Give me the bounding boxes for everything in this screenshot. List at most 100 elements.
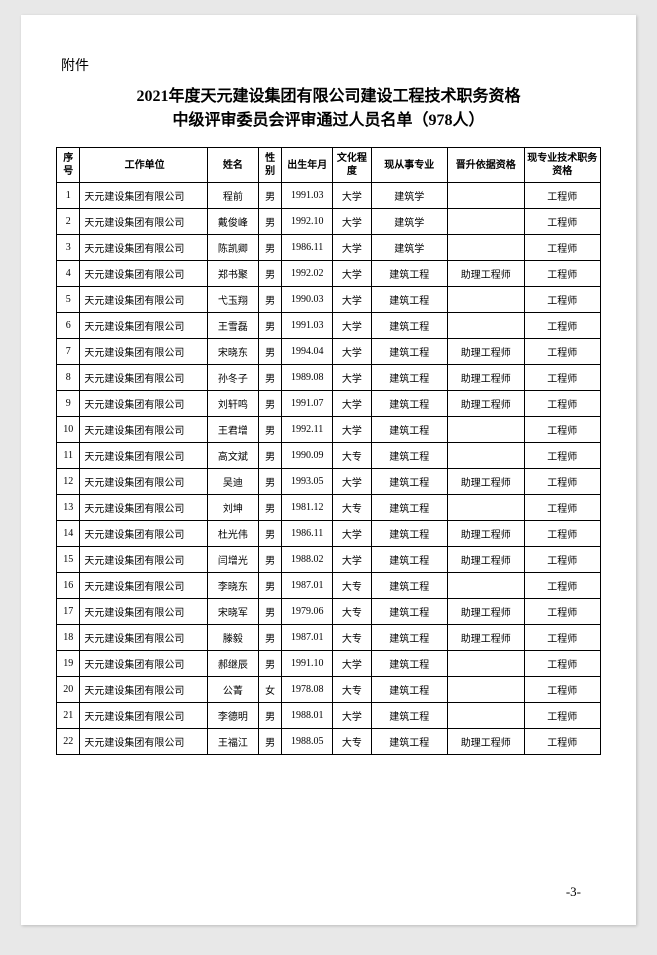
cell-gender: 男 <box>258 183 281 209</box>
cell-current: 工程师 <box>524 651 601 677</box>
cell-major: 建筑学 <box>371 235 448 261</box>
cell-birth: 1990.03 <box>282 287 333 313</box>
cell-name: 郑书聚 <box>207 261 258 287</box>
cell-basis: 助理工程师 <box>448 625 525 651</box>
cell-seq: 12 <box>57 469 80 495</box>
cell-company: 天元建设集团有限公司 <box>80 365 208 391</box>
cell-gender: 男 <box>258 365 281 391</box>
cell-edu: 大专 <box>333 677 371 703</box>
cell-name: 杜光伟 <box>207 521 258 547</box>
cell-birth: 1987.01 <box>282 573 333 599</box>
cell-basis <box>448 287 525 313</box>
cell-seq: 18 <box>57 625 80 651</box>
table-row: 14天元建设集团有限公司杜光伟男1986.11大学建筑工程助理工程师工程师 <box>57 521 601 547</box>
cell-company: 天元建设集团有限公司 <box>80 625 208 651</box>
cell-company: 天元建设集团有限公司 <box>80 469 208 495</box>
cell-basis <box>448 443 525 469</box>
cell-seq: 2 <box>57 209 80 235</box>
cell-major: 建筑工程 <box>371 417 448 443</box>
cell-name: 吴迪 <box>207 469 258 495</box>
cell-gender: 男 <box>258 443 281 469</box>
cell-birth: 1991.03 <box>282 183 333 209</box>
cell-gender: 男 <box>258 287 281 313</box>
cell-edu: 大专 <box>333 573 371 599</box>
cell-basis: 助理工程师 <box>448 599 525 625</box>
cell-current: 工程师 <box>524 183 601 209</box>
header-gender: 性别 <box>258 148 281 183</box>
cell-gender: 女 <box>258 677 281 703</box>
cell-seq: 13 <box>57 495 80 521</box>
cell-major: 建筑工程 <box>371 651 448 677</box>
cell-current: 工程师 <box>524 677 601 703</box>
cell-birth: 1989.08 <box>282 365 333 391</box>
cell-major: 建筑工程 <box>371 261 448 287</box>
table-row: 19天元建设集团有限公司郝继辰男1991.10大学建筑工程工程师 <box>57 651 601 677</box>
cell-name: 戴俊峰 <box>207 209 258 235</box>
cell-birth: 1978.08 <box>282 677 333 703</box>
document-title: 2021年度天元建设集团有限公司建设工程技术职务资格 中级评审委员会评审通过人员… <box>56 85 601 133</box>
table-row: 10天元建设集团有限公司王君增男1992.11大学建筑工程工程师 <box>57 417 601 443</box>
cell-name: 公菁 <box>207 677 258 703</box>
cell-birth: 1991.10 <box>282 651 333 677</box>
cell-company: 天元建设集团有限公司 <box>80 443 208 469</box>
cell-seq: 5 <box>57 287 80 313</box>
table-row: 18天元建设集团有限公司滕毅男1987.01大专建筑工程助理工程师工程师 <box>57 625 601 651</box>
cell-company: 天元建设集团有限公司 <box>80 703 208 729</box>
cell-name: 李德明 <box>207 703 258 729</box>
cell-basis: 助理工程师 <box>448 521 525 547</box>
cell-name: 滕毅 <box>207 625 258 651</box>
cell-birth: 1981.12 <box>282 495 333 521</box>
cell-major: 建筑工程 <box>371 495 448 521</box>
cell-basis: 助理工程师 <box>448 469 525 495</box>
cell-company: 天元建设集团有限公司 <box>80 235 208 261</box>
cell-current: 工程师 <box>524 391 601 417</box>
cell-gender: 男 <box>258 469 281 495</box>
cell-current: 工程师 <box>524 703 601 729</box>
cell-seq: 3 <box>57 235 80 261</box>
table-row: 5天元建设集团有限公司弋玉翔男1990.03大学建筑工程工程师 <box>57 287 601 313</box>
table-row: 12天元建设集团有限公司吴迪男1993.05大学建筑工程助理工程师工程师 <box>57 469 601 495</box>
cell-major: 建筑工程 <box>371 391 448 417</box>
cell-basis: 助理工程师 <box>448 261 525 287</box>
table-body: 1天元建设集团有限公司程前男1991.03大学建筑学工程师2天元建设集团有限公司… <box>57 183 601 755</box>
cell-edu: 大学 <box>333 339 371 365</box>
cell-name: 程前 <box>207 183 258 209</box>
table-row: 20天元建设集团有限公司公菁女1978.08大专建筑工程工程师 <box>57 677 601 703</box>
cell-gender: 男 <box>258 703 281 729</box>
cell-edu: 大学 <box>333 287 371 313</box>
cell-major: 建筑工程 <box>371 365 448 391</box>
cell-current: 工程师 <box>524 365 601 391</box>
page-number: -3- <box>566 884 581 900</box>
cell-seq: 11 <box>57 443 80 469</box>
header-birth: 出生年月 <box>282 148 333 183</box>
cell-current: 工程师 <box>524 313 601 339</box>
cell-edu: 大学 <box>333 235 371 261</box>
header-basis: 晋升依据资格 <box>448 148 525 183</box>
cell-edu: 大学 <box>333 365 371 391</box>
cell-birth: 1988.05 <box>282 729 333 755</box>
cell-current: 工程师 <box>524 287 601 313</box>
cell-major: 建筑工程 <box>371 287 448 313</box>
table-row: 21天元建设集团有限公司李德明男1988.01大学建筑工程工程师 <box>57 703 601 729</box>
cell-company: 天元建设集团有限公司 <box>80 521 208 547</box>
cell-birth: 1979.06 <box>282 599 333 625</box>
cell-seq: 20 <box>57 677 80 703</box>
cell-company: 天元建设集团有限公司 <box>80 677 208 703</box>
table-row: 3天元建设集团有限公司陈凯卿男1986.11大学建筑学工程师 <box>57 235 601 261</box>
cell-major: 建筑工程 <box>371 703 448 729</box>
cell-major: 建筑工程 <box>371 443 448 469</box>
cell-edu: 大学 <box>333 703 371 729</box>
cell-edu: 大学 <box>333 651 371 677</box>
cell-current: 工程师 <box>524 261 601 287</box>
cell-basis <box>448 651 525 677</box>
cell-edu: 大专 <box>333 625 371 651</box>
header-name: 姓名 <box>207 148 258 183</box>
cell-gender: 男 <box>258 625 281 651</box>
cell-company: 天元建设集团有限公司 <box>80 183 208 209</box>
cell-current: 工程师 <box>524 469 601 495</box>
cell-birth: 1992.02 <box>282 261 333 287</box>
cell-basis <box>448 235 525 261</box>
cell-name: 郝继辰 <box>207 651 258 677</box>
cell-name: 高文斌 <box>207 443 258 469</box>
table-row: 17天元建设集团有限公司宋晓军男1979.06大专建筑工程助理工程师工程师 <box>57 599 601 625</box>
